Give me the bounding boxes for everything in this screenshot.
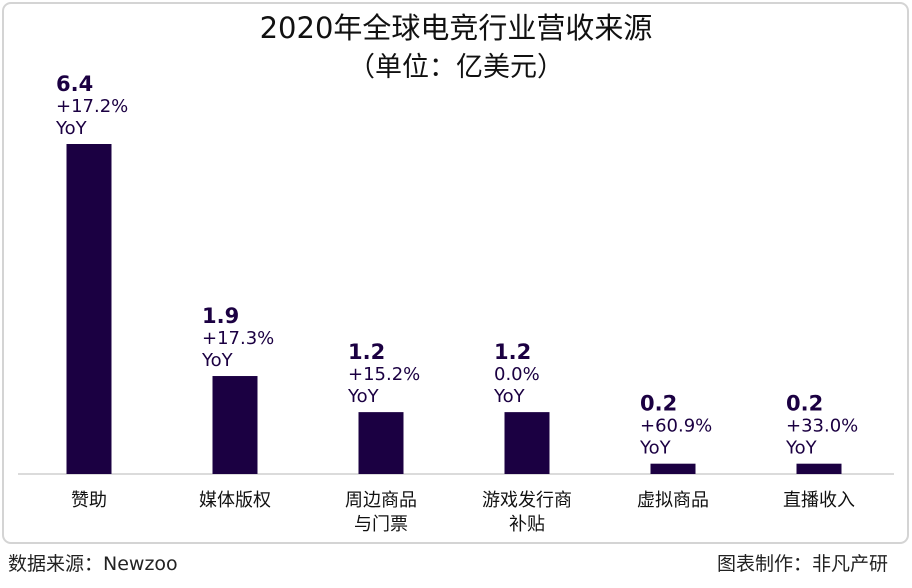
bar	[504, 412, 550, 474]
data-label-yoy-suffix: YoY	[785, 438, 818, 459]
data-label-yoy: +17.2%	[56, 96, 128, 117]
data-label-value: 0.2	[786, 392, 823, 416]
data-label-yoy: +60.9%	[640, 416, 712, 437]
x-tick-label: 游戏发行商	[482, 490, 572, 511]
source-note: 数据来源：Newzoo	[8, 553, 178, 575]
data-label-yoy-suffix: YoY	[201, 350, 234, 371]
x-tick-label: 补贴	[509, 514, 545, 535]
data-label-value: 1.9	[202, 304, 239, 328]
data-label-yoy-suffix: YoY	[55, 118, 88, 139]
chart-subtitle: （单位：亿美元）	[348, 52, 564, 83]
data-label-yoy-suffix: YoY	[639, 438, 672, 459]
chart-title: 2020年全球电竞行业营收来源	[260, 11, 653, 45]
data-label-yoy: 0.0%	[494, 364, 540, 385]
data-label-value: 6.4	[56, 72, 93, 96]
bar	[650, 463, 696, 474]
data-label-yoy-suffix: YoY	[347, 386, 380, 407]
bar	[358, 412, 404, 474]
bar	[212, 376, 258, 474]
data-label-yoy: +17.3%	[202, 328, 274, 349]
chart-frame	[2, 2, 909, 544]
data-label-yoy: +33.0%	[786, 416, 858, 437]
x-tick-label: 与门票	[354, 514, 408, 535]
data-label-value: 1.2	[494, 340, 531, 364]
data-label-value: 0.2	[640, 392, 677, 416]
data-label-value: 1.2	[348, 340, 385, 364]
x-tick-label: 赞助	[71, 490, 107, 511]
x-tick-label: 虚拟商品	[637, 490, 709, 511]
credit-note: 图表制作：非凡产研	[717, 553, 888, 575]
bar	[796, 463, 842, 474]
x-tick-label: 媒体版权	[199, 490, 271, 511]
x-tick-label: 直播收入	[783, 490, 855, 511]
data-label-yoy-suffix: YoY	[493, 386, 526, 407]
bar	[66, 144, 112, 474]
x-tick-label: 周边商品	[345, 490, 417, 511]
data-label-yoy: +15.2%	[348, 364, 420, 385]
